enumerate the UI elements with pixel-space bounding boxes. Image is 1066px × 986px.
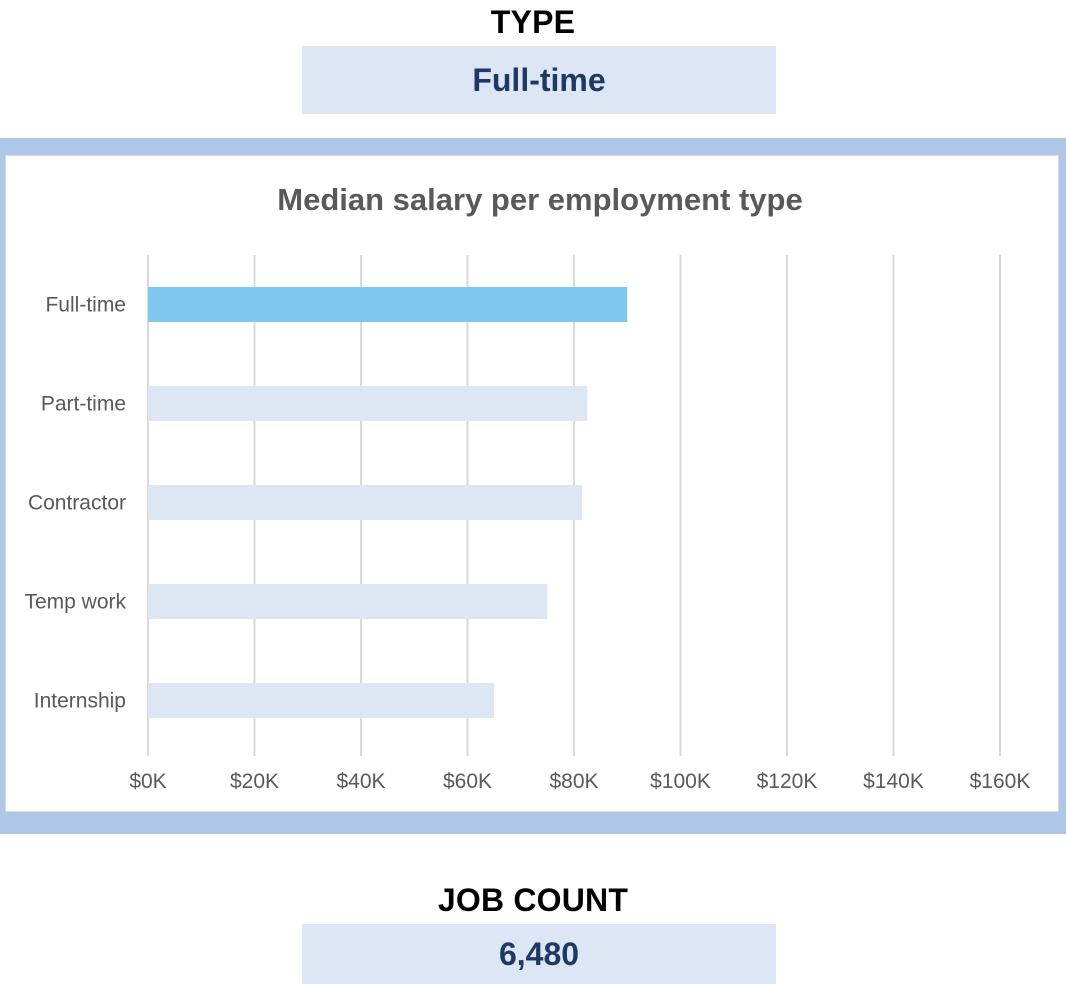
type-filter-label: TYPE [490,4,576,40]
x-tick-label: $100K [650,770,711,793]
chart-panel: Median salary per employment type Full-t… [5,155,1059,812]
category-label: Internship [34,690,126,713]
category-label: Part-time [41,393,126,416]
type-filter-value[interactable]: Full-time [302,46,776,114]
x-tick-label: $140K [863,770,924,793]
bar-internship[interactable] [148,683,495,718]
x-tick-label: $40K [336,770,385,793]
x-tick-label: $0K [129,770,166,793]
category-label: Temp work [24,591,126,614]
salary-bar-chart: Median salary per employment type Full-t… [24,182,1030,793]
x-tick-label: $160K [970,770,1031,793]
bar-temp-work[interactable] [148,584,548,619]
category-label: Contractor [28,492,126,515]
chart-frame: Median salary per employment type Full-t… [0,138,1066,834]
x-tick-labels: $0K $20K $40K $60K $80K $100K $120K $140K $160K [129,770,1030,793]
x-tick-label: $120K [757,770,818,793]
bar-part-time[interactable] [148,386,588,421]
x-tick-label: $60K [443,770,492,793]
category-label: Full-time [45,294,126,317]
x-tick-label: $20K [230,770,279,793]
bars [148,287,628,718]
chart-title: Median salary per employment type [277,182,802,217]
x-tick-label: $80K [549,770,598,793]
category-labels: Full-time Part-time Contractor Temp work Int… [24,294,126,713]
job-count-label: JOB COUNT [437,882,629,918]
bar-full-time[interactable] [148,287,628,322]
bar-contractor[interactable] [148,485,582,520]
job-count-value: 6,480 [302,924,776,984]
